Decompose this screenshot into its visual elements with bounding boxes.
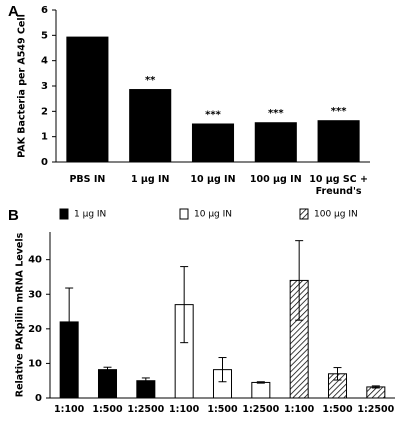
legend-swatch (179, 208, 189, 220)
y-axis-label: PAK Bacteria per A549 Cell (17, 14, 28, 158)
x-tick-label-box: 1:2500 (357, 404, 395, 415)
y-tick-label: 2 (41, 106, 48, 117)
x-tick-label: 10 µg SC + Freund's (309, 174, 368, 197)
x-tick-label: 1 µg IN (130, 174, 170, 185)
error-bar (218, 357, 227, 383)
significance-label: *** (205, 109, 221, 120)
x-tick-label: 1:500 (92, 404, 123, 415)
y-tick-label: 3 (41, 81, 48, 92)
error-bar (65, 287, 74, 357)
x-tick-label: 1:100 (169, 404, 200, 415)
legend-label: 10 µg IN (194, 210, 232, 220)
x-tick-label: 1:100 (54, 404, 85, 415)
x-tick-label-box: 10 µg SC + Freund's (309, 174, 368, 197)
y-tick-label: 6 (41, 5, 48, 16)
bar (366, 386, 386, 399)
y-tick-label: 40 (28, 255, 42, 266)
y-tick-label: 1 (41, 132, 48, 143)
y-tick-label: 0 (35, 393, 42, 404)
panel-label: B (8, 207, 19, 224)
x-tick-label-box: 1:2500 (127, 404, 165, 415)
x-tick-label: 1:500 (322, 404, 353, 415)
bar (251, 381, 271, 399)
legend-label: 100 µg IN (314, 210, 358, 220)
x-tick-label-box: 1:500 (322, 404, 353, 415)
x-tick-label-box: 1:100 (284, 404, 315, 415)
bar (317, 120, 360, 162)
x-tick-label-box: PBS IN (69, 174, 106, 185)
y-tick-label: 0 (41, 157, 48, 168)
x-tick-label: 100 µg IN (249, 174, 302, 185)
x-tick-label-box: 1:500 (92, 404, 123, 415)
x-tick-label-box: 10 µg IN (190, 174, 236, 185)
y-tick-label: 4 (41, 56, 48, 67)
bar (254, 122, 297, 162)
panel-label: A (8, 3, 19, 20)
error-bar (256, 381, 265, 384)
x-tick-label: 1:100 (284, 404, 315, 415)
x-tick-label: 1:500 (207, 404, 238, 415)
bar (129, 89, 172, 162)
x-tick-label: 1:2500 (127, 404, 165, 415)
legend-swatch (59, 208, 69, 220)
bar (97, 369, 118, 399)
x-tick-label-box: 100 µg IN (249, 174, 302, 185)
x-tick-label: 1:2500 (357, 404, 395, 415)
error-bar (141, 377, 150, 384)
x-tick-label: 10 µg IN (190, 174, 236, 185)
error-bar (103, 366, 112, 373)
error-bar (333, 367, 342, 381)
legend-swatch (299, 208, 309, 220)
significance-label: *** (331, 106, 347, 117)
x-tick-label: 1:2500 (242, 404, 280, 415)
y-tick-label: 30 (28, 289, 42, 300)
legend-label: 1 µg IN (74, 210, 106, 220)
x-tick-label-box: 1:100 (54, 404, 85, 415)
x-tick-label-box: 1 µg IN (130, 174, 170, 185)
x-tick-label-box: 1:2500 (242, 404, 280, 415)
error-bar (371, 385, 380, 389)
y-tick-label: 20 (28, 324, 42, 335)
error-bar (295, 240, 304, 321)
y-tick-label: 5 (41, 30, 48, 41)
error-bar (180, 266, 189, 344)
bar (191, 123, 235, 162)
bar (66, 36, 109, 162)
x-tick-label-box: 1:500 (207, 404, 238, 415)
y-tick-label: 10 (28, 358, 42, 369)
x-tick-label-box: 1:100 (169, 404, 200, 415)
significance-label: *** (268, 108, 284, 119)
x-tick-label: PBS IN (69, 174, 106, 185)
y-axis-label: Relative PAKpilin mRNA Levels (15, 232, 26, 397)
significance-label: ** (145, 75, 156, 86)
